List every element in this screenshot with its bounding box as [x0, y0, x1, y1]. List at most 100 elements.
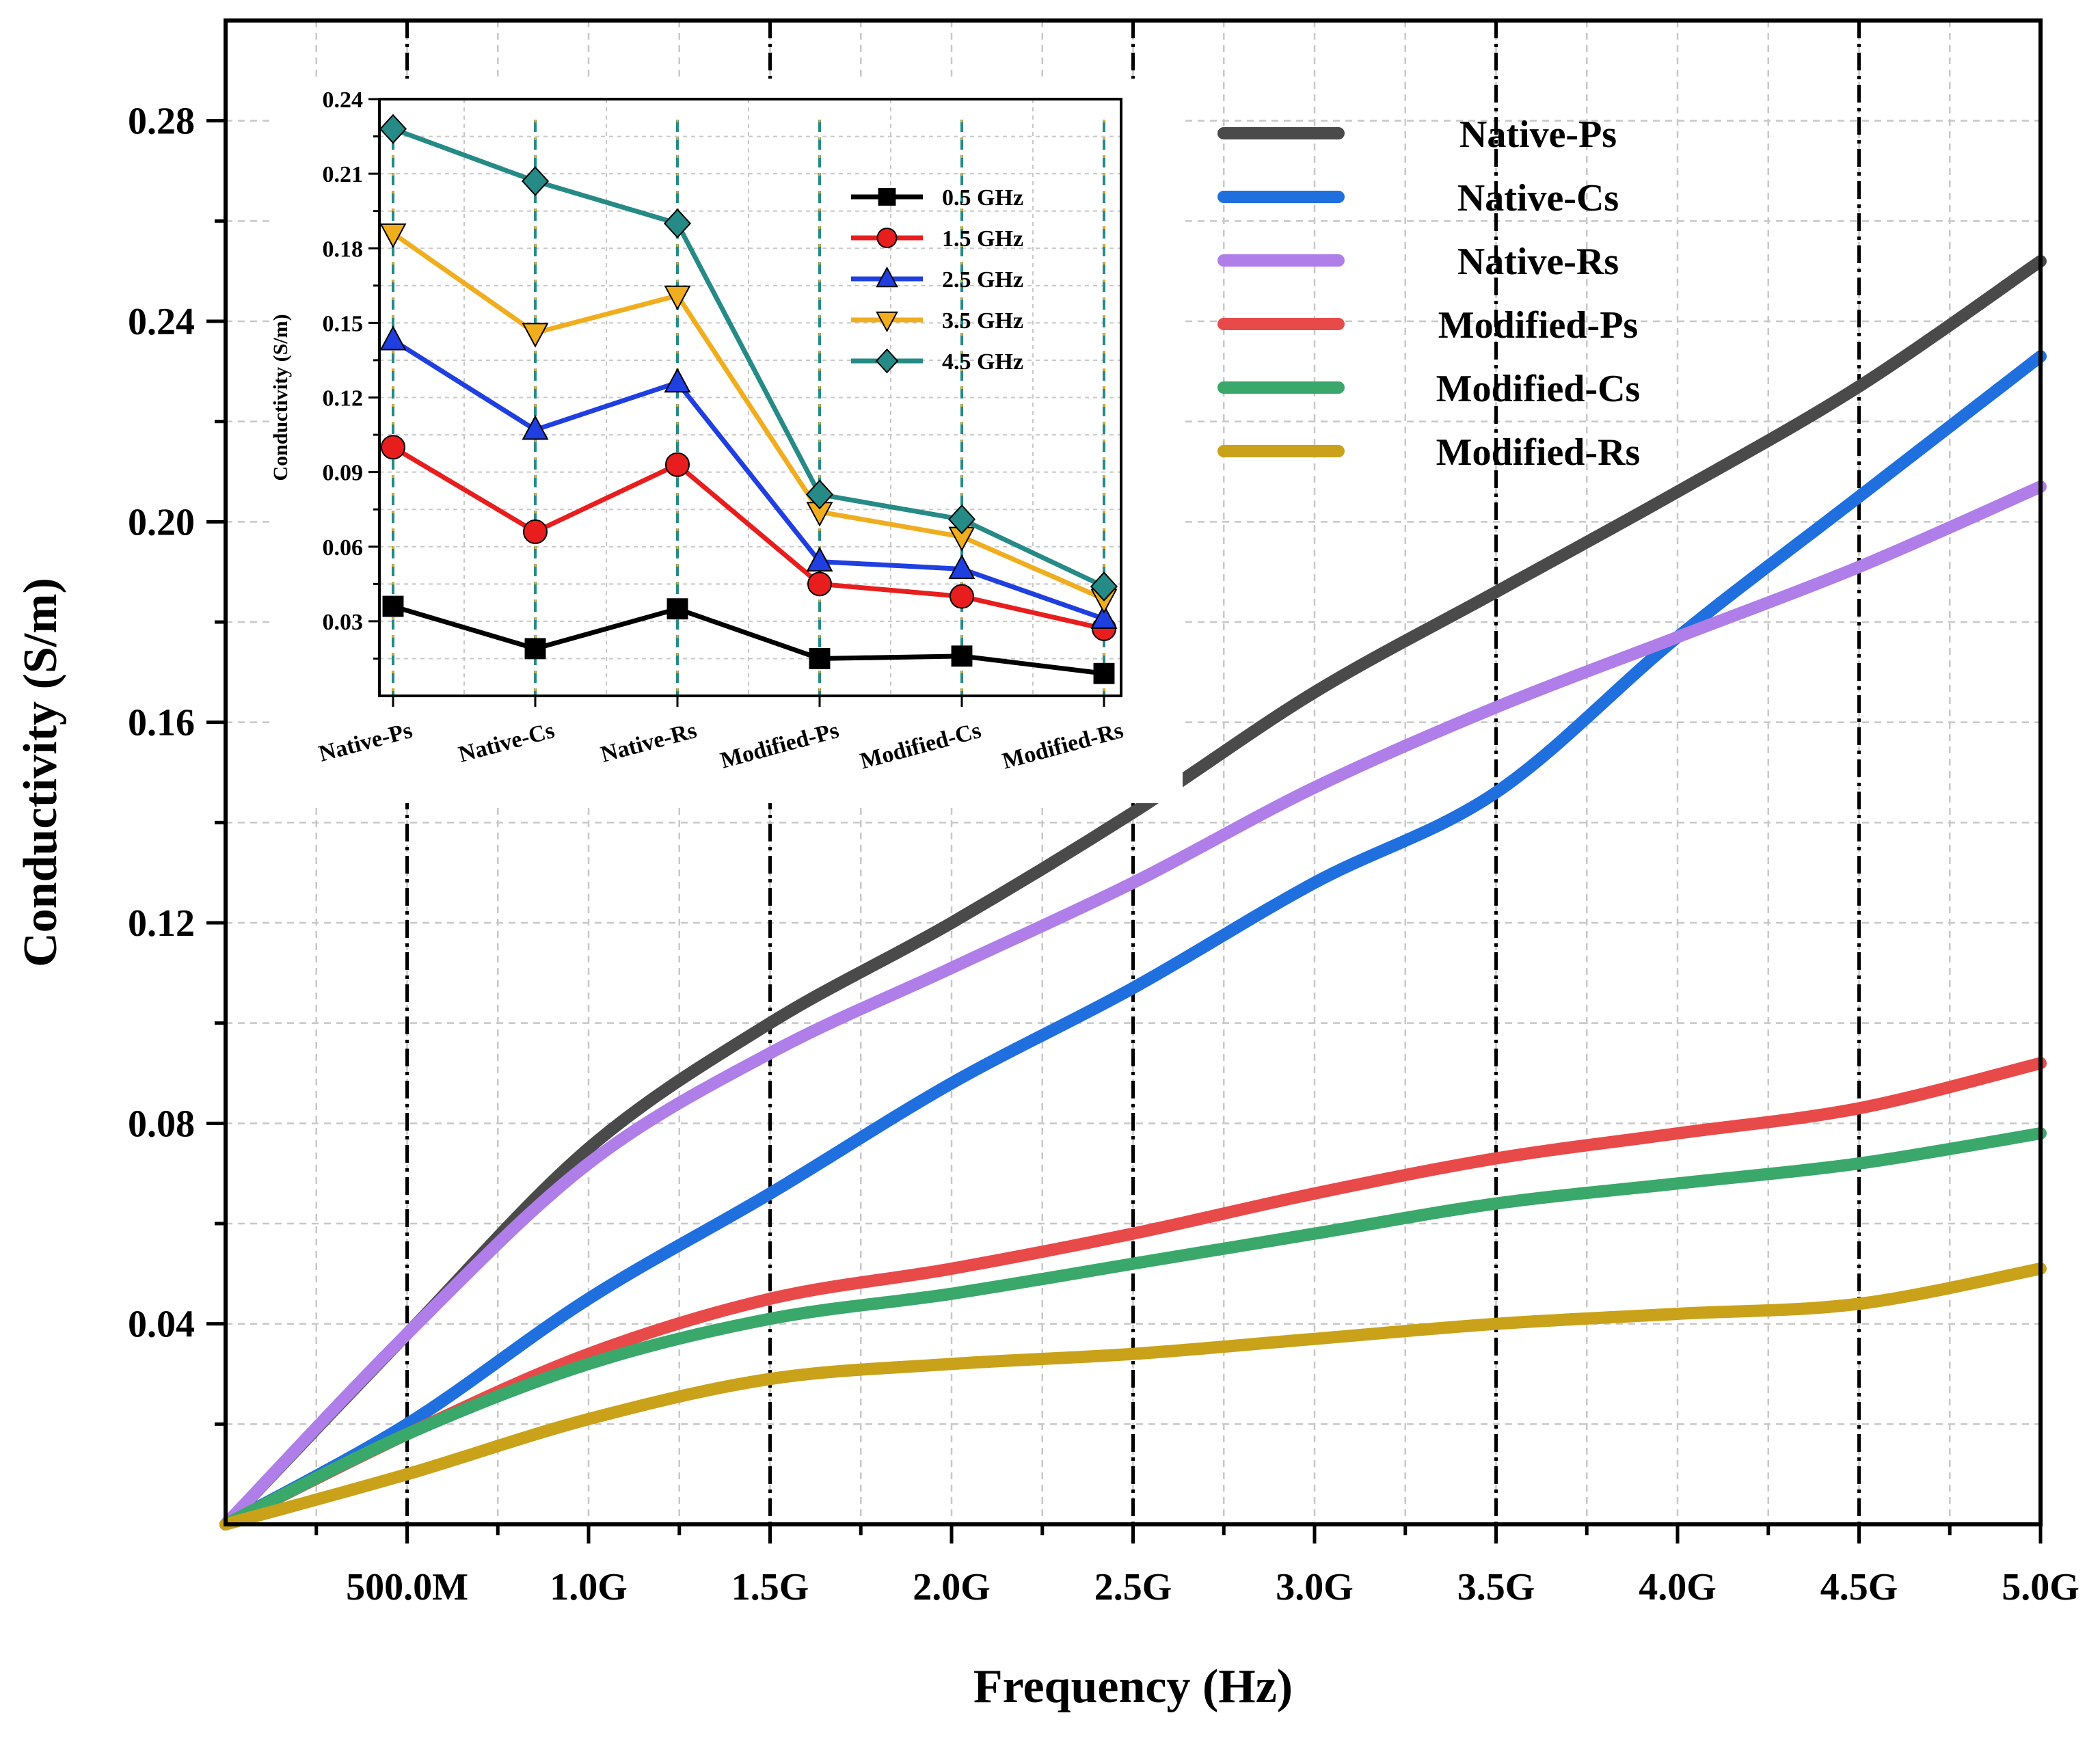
marker-triangle-down	[379, 223, 407, 249]
marker-square	[878, 188, 896, 206]
series-line-modified-rs	[219, 1263, 2047, 1531]
marker-triangle-up	[948, 554, 975, 580]
inset-legend: 0.5 GHz 1.5 GHz 2.5 GHz 3.5 GHz 4.5 GHz	[851, 185, 1023, 375]
x-tick-label: 1.5G	[731, 1566, 809, 1608]
y-tick-label: 0.20	[128, 501, 195, 543]
marker-triangle-up	[379, 325, 407, 351]
y-tick-label: 0.08	[128, 1103, 195, 1145]
main-tick-labels: 0.04 0.08 0.12 0.16 0.20 0.24 0.28 500.0M 1.0G 1.…	[128, 100, 2079, 1608]
inset-series-line	[391, 231, 1105, 602]
legend-label: Native-Cs	[1457, 177, 1619, 219]
series-line-modified-cs	[219, 1127, 2047, 1531]
inset-y-tick-label: 0.12	[323, 386, 364, 412]
series-line-native-rs	[219, 481, 2047, 1531]
inset-series-line	[392, 604, 1105, 676]
marker-diamond	[521, 166, 550, 196]
marker-square	[809, 647, 831, 669]
y-axis-title: Conductivity (S/m)	[14, 578, 67, 967]
inset-legend-item-1-5-ghz: 1.5 GHz	[851, 226, 1023, 252]
inset-series-0-5-ghz	[382, 595, 1115, 684]
y-tick-label: 0.16	[128, 702, 195, 744]
inset-y-tick-label: 0.18	[323, 237, 364, 262]
inset-grid	[379, 99, 1121, 696]
inset-y-tick-label: 0.21	[323, 162, 364, 187]
x-tick-label: 2.0G	[913, 1566, 991, 1608]
legend-label: Native-Ps	[1459, 113, 1617, 156]
x-tick-label: 1.0G	[550, 1566, 628, 1608]
marker-circle	[381, 435, 405, 460]
marker-triangle-down	[876, 311, 898, 333]
marker-triangle-down	[664, 285, 691, 311]
x-tick-label: 4.5G	[1820, 1566, 1898, 1608]
y-tick-label: 0.24	[128, 301, 195, 343]
inset-y-tick-label: 0.09	[323, 461, 364, 486]
marker-diamond	[875, 348, 899, 374]
legend-item-native-ps: Native-Ps	[1217, 113, 1617, 156]
inset-legend-item-4-5-ghz: 4.5 GHz	[851, 348, 1023, 375]
marker-circle	[876, 228, 898, 248]
legend-item-modified-ps: Modified-Ps	[1217, 304, 1638, 347]
legend-item-native-cs: Native-Cs	[1217, 177, 1619, 219]
marker-diamond	[947, 504, 976, 535]
legend-item-native-rs: Native-Rs	[1217, 241, 1619, 283]
inset-legend-label: 4.5 GHz	[942, 349, 1023, 375]
legend-label: Modified-Cs	[1436, 368, 1641, 410]
y-tick-label: 0.04	[128, 1304, 195, 1346]
inset-y-tick-label: 0.15	[323, 311, 364, 336]
inset-legend-label: 0.5 GHz	[942, 185, 1023, 211]
inset-chart: 0.030.060.090.120.150.180.210.24Native-P…	[269, 79, 1183, 803]
x-tick-label: 4.0G	[1639, 1566, 1717, 1608]
marker-square	[524, 638, 546, 660]
inset-y-tick-label: 0.24	[323, 87, 364, 113]
x-axis-title: Frequency (Hz)	[973, 1660, 1293, 1713]
x-tick-label: 500.0M	[346, 1566, 468, 1608]
main-series-lines	[219, 255, 2047, 1531]
marker-square	[951, 645, 973, 667]
legend-label: Modified-Rs	[1436, 431, 1641, 474]
inset-legend-label: 2.5 GHz	[942, 267, 1023, 293]
marker-circle	[523, 519, 548, 544]
inset-series-line	[392, 126, 1105, 589]
marker-circle	[950, 584, 974, 609]
main-axis-ticks	[206, 119, 2043, 1543]
x-tick-label: 5.0G	[2002, 1566, 2079, 1608]
inset-series-1-5-ghz	[381, 435, 1116, 641]
legend-label: Native-Rs	[1457, 241, 1619, 283]
inset-axis-ticks	[368, 98, 1105, 707]
inset-series-line	[392, 445, 1105, 632]
main-legend: Native-Ps Native-Cs Native-Rs Modified-Ps Mo…	[1217, 113, 1641, 474]
marker-triangle-up	[1090, 604, 1118, 629]
inset-legend-item-3-5-ghz: 3.5 GHz	[851, 308, 1023, 334]
inset-y-tick-label: 0.06	[323, 535, 364, 561]
legend-item-modified-rs: Modified-Rs	[1217, 431, 1641, 474]
x-tick-label: 3.5G	[1457, 1566, 1535, 1608]
inset-y-axis-title: Conductivity (S/m)	[269, 314, 292, 481]
marker-square	[1093, 662, 1115, 684]
marker-triangle-up	[522, 415, 549, 440]
inset-series-line	[392, 338, 1105, 621]
marker-diamond	[379, 113, 407, 144]
y-tick-label: 0.12	[128, 902, 195, 945]
x-tick-label: 3.0G	[1276, 1566, 1354, 1608]
marker-triangle-up	[876, 266, 898, 288]
inset-series-4-5-ghz	[379, 113, 1118, 602]
legend-item-modified-cs: Modified-Cs	[1217, 368, 1641, 410]
legend-label: Modified-Ps	[1438, 304, 1638, 347]
marker-triangle-up	[806, 546, 833, 572]
y-tick-label: 0.28	[128, 100, 195, 143]
inset-legend-item-0-5-ghz: 0.5 GHz	[851, 185, 1023, 211]
inset-y-tick-label: 0.03	[323, 610, 364, 635]
inset-series-2-5-ghz	[379, 325, 1118, 629]
marker-square	[382, 595, 404, 617]
marker-triangle-down	[522, 323, 549, 348]
marker-circle	[807, 571, 832, 597]
marker-square	[667, 598, 688, 620]
series-line-native-cs	[219, 350, 2047, 1531]
inset-series	[379, 113, 1118, 684]
marker-diamond	[663, 208, 692, 239]
inset-legend-label: 1.5 GHz	[942, 226, 1023, 252]
inset-background	[273, 79, 1183, 803]
inset-legend-label: 3.5 GHz	[942, 308, 1023, 334]
marker-diamond	[805, 479, 834, 510]
